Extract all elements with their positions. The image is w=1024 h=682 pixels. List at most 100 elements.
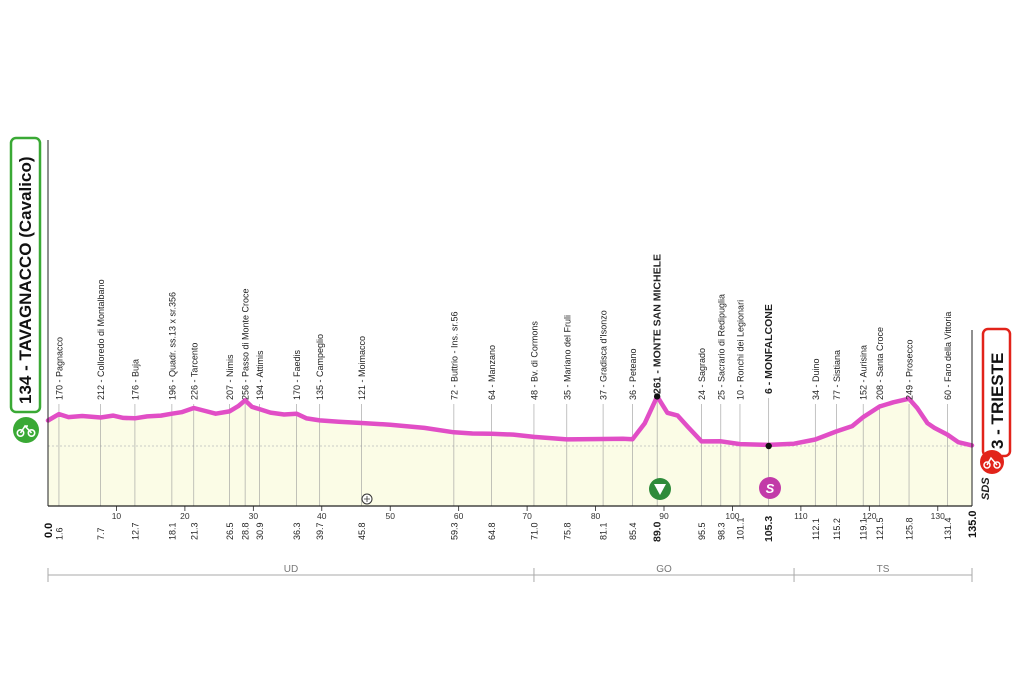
profile-area-layer: [48, 396, 972, 506]
finish-badge: 3 - TRIESTE SDS: [980, 327, 1012, 500]
waypoint-km-label: 131.4: [943, 517, 953, 540]
waypoint-label: 34 - Duino: [811, 358, 821, 400]
waypoint-label: 196 - Quadr. ss.13 x sr.356: [167, 292, 177, 400]
distance-tick-label: 120: [862, 511, 876, 521]
waypoint-label: 60 - Faro della Vittoria: [943, 312, 953, 400]
waypoint-km-label: 101.1: [735, 517, 745, 540]
distance-tick-label: 10: [112, 511, 122, 521]
waypoint-km-label: 112.1: [811, 518, 821, 540]
start-bike-icon: [13, 417, 39, 443]
distance-tick-label: 100: [725, 511, 739, 521]
distance-tick-label: 40: [317, 511, 327, 521]
waypoint-km-label: 39.7: [315, 522, 325, 540]
waypoint-label: 24 - Sagrado: [697, 348, 707, 400]
waypoint-label: 249 - Prosecco: [905, 339, 915, 400]
waypoint-km-label: 121.5: [875, 517, 885, 540]
waypoint-km-label: 26.5: [225, 522, 235, 540]
distance-tick-label: 60: [454, 511, 464, 521]
province-label: GO: [656, 564, 672, 575]
distance-tick-label: 30: [249, 511, 259, 521]
waypoint-label: 64 - Manzano: [487, 345, 497, 400]
waypoint-label: 176 - Buja: [130, 359, 140, 400]
province-bar: UD GO TS: [47, 564, 973, 582]
waypoint-label: 48 - Bv. di Cormons: [529, 321, 539, 400]
sprint-marker: S: [759, 477, 781, 499]
profile-line-layer: [45, 394, 975, 448]
waypoint-km-label: 1.6: [54, 527, 64, 540]
profile-line: [45, 394, 975, 448]
start-label-box: [9, 136, 42, 414]
start-badge: 134 - TAVAGNACCO (Cavalico): [9, 136, 42, 443]
waypoint-km-label: 71.0: [529, 522, 539, 540]
waypoint-label: 194 - Attimis: [255, 350, 265, 400]
waypoint-km-label: 59.3: [449, 522, 459, 540]
waypoint-label: 208 - Santa Croce: [875, 327, 885, 400]
waypoint-km-label: 89.0: [652, 521, 664, 542]
checkered-flag-icon: [361, 493, 373, 505]
waypoint-label: 121 - Moimacco: [357, 336, 367, 400]
waypoint-dot: [653, 393, 661, 400]
waypoint-km-label: 105.3: [763, 516, 775, 542]
profile-area: [48, 396, 972, 506]
distance-axis: 10 20 30 40 50 60 70 80 90 100 110 120 130 0.0 135.0: [43, 140, 979, 538]
distance-tick-label: 50: [385, 511, 395, 521]
finish-bike-glyph: [983, 456, 1001, 469]
waypoint-km-label: 21.3: [189, 522, 199, 540]
distance-tick-label: 90: [659, 511, 669, 521]
province-label: TS: [877, 564, 890, 575]
waypoint-km-label: 64.8: [487, 522, 497, 540]
waypoint-km-label: 81.1: [599, 522, 609, 540]
finish-bike-icon: [980, 450, 1004, 474]
waypoint-km-label: 7.7: [96, 527, 106, 540]
finish-label: 3 - TRIESTE: [988, 353, 1007, 449]
waypoint-label: 37 - Gradisca d'Isonzo: [599, 310, 609, 400]
waypoint-label: 226 - Tarcento: [189, 343, 199, 400]
start-label: 134 - TAVAGNACCO (Cavalico): [16, 157, 35, 405]
waypoint-km-label: 45.8: [357, 522, 367, 540]
waypoint-dot: [765, 442, 772, 450]
waypoint-km-label: 30.9: [255, 522, 265, 540]
waypoint-km-label: 115.2: [832, 518, 842, 540]
waypoint-label: 170 - Faedis: [292, 349, 302, 400]
distance-tick-label: 70: [522, 511, 532, 521]
waypoint-km-label: 85.4: [628, 522, 638, 540]
finish-km-label: 135.0: [967, 510, 979, 538]
waypoint-label: 10 - Ronchi dei Legionari: [735, 300, 745, 400]
waypoint-km-label: 75.8: [562, 522, 572, 540]
distance-tick-label: 80: [591, 511, 601, 521]
waypoint-label: 77 - Sistiana: [832, 350, 842, 400]
waypoint-label: 170 - Pagnacco: [54, 337, 64, 400]
sprint-label: S: [766, 481, 775, 496]
waypoint-label: 36 - Peteano: [628, 348, 638, 400]
sponsor-logo: SDS: [980, 477, 992, 500]
waypoint-label: 256 - Passo di Monte Croce: [241, 288, 251, 400]
waypoint-km-label: 28.8: [241, 522, 251, 540]
waypoint-km-label: 125.8: [905, 517, 915, 540]
waypoint-label: 6 - MONFALCONE: [763, 304, 775, 394]
waypoint-label: 25 - Sacrario di Redipuglia: [716, 294, 726, 400]
start-bike-glyph: [16, 424, 36, 437]
waypoint-label: 152 - Aurisina: [859, 345, 869, 400]
waypoint-km-label: 119.1: [859, 518, 869, 540]
waypoint-km-label: 18.1: [167, 522, 177, 540]
waypoint-label: 212 - Colloredo di Montalbano: [96, 279, 106, 400]
waypoint-label: 135 - Campeglio: [315, 334, 325, 400]
province-label: UD: [284, 564, 298, 575]
waypoint-km-label: 12.7: [130, 522, 140, 540]
waypoint-layer: 170 - Pagnacco 1.6 212 - Colloredo di Mont…: [54, 254, 952, 542]
distance-tick-label: 130: [931, 511, 945, 521]
waypoint-km-label: 36.3: [292, 522, 302, 540]
waypoint-km-label: 95.5: [697, 522, 707, 540]
waypoint-label: 261 - MONTE SAN MICHELE: [652, 254, 664, 394]
kom-triangle-icon: [654, 484, 666, 495]
distance-tick-label: 110: [794, 511, 808, 521]
waypoint-km-label: 98.3: [716, 522, 726, 540]
waypoint-label: 72 - Buttrio - Ins. sr.56: [449, 311, 459, 400]
waypoint-label: 35 - Mariano del Fruli: [562, 315, 572, 400]
waypoint-label: 207 - Nimis: [225, 354, 235, 400]
sprint-icon: [759, 477, 781, 499]
kom-marker: [649, 478, 671, 500]
distance-tick-label: 20: [180, 511, 190, 521]
start-km-label: 0.0: [43, 523, 55, 538]
